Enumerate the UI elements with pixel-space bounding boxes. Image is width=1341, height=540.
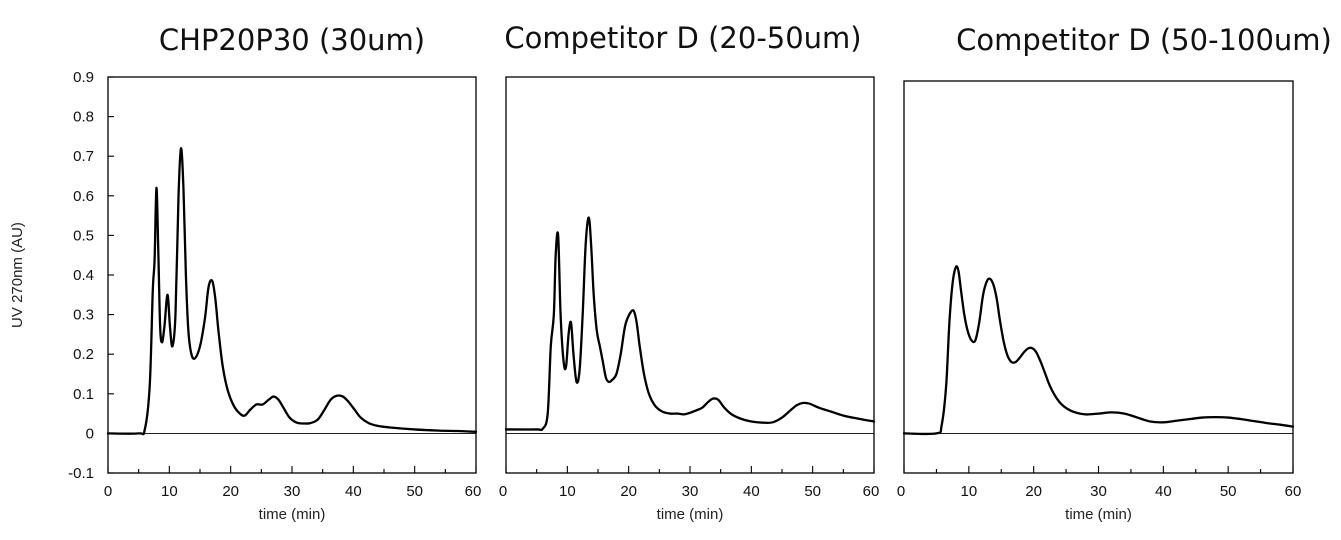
x-tick-label: 20 <box>222 483 239 500</box>
y-tick-label: 0.8 <box>73 109 94 126</box>
x-tick-label: 0 <box>104 483 112 500</box>
x-tick-label: 30 <box>682 483 699 500</box>
y-tick-label: 0.9 <box>73 69 94 86</box>
series-line-uv-trace <box>106 147 478 436</box>
y-tick-label: 0.7 <box>73 148 94 165</box>
x-tick-label: 30 <box>284 483 301 500</box>
y-tick-label: 0.6 <box>73 188 94 205</box>
y-tick-label: 0.2 <box>73 346 94 363</box>
chart-title: Competitor D (50-100um) <box>956 23 1332 57</box>
y-axis-label: UV 270nm (AU) <box>9 222 26 328</box>
x-tick-label: 0 <box>499 483 507 500</box>
y-tick-label: 0.3 <box>73 307 94 324</box>
x-axis-label: time (min) <box>1065 506 1132 523</box>
series-line-uv-trace <box>902 265 1295 436</box>
x-tick-label: 40 <box>345 483 362 500</box>
plot-frame <box>107 76 477 474</box>
y-tick-label: 0.4 <box>73 267 94 284</box>
series-line-uv-trace <box>504 216 876 432</box>
chart-panel-competitor-d-20-50: Competitor D (20-50um) 0 10 20 30 40 50 60 time … <box>499 21 880 523</box>
x-tick-label: 60 <box>863 483 880 500</box>
chart-title: CHP20P30 (30um) <box>159 23 425 57</box>
x-tick-label: 10 <box>161 483 178 500</box>
x-tick-label: 0 <box>897 483 905 500</box>
x-tick-label: 60 <box>465 483 482 500</box>
x-tick-label: 50 <box>1220 483 1237 500</box>
x-tick-label: 30 <box>1090 483 1107 500</box>
y-tick-label: -0.1 <box>68 465 94 482</box>
y-tick-label: 0 <box>86 425 94 442</box>
x-tick-label: 60 <box>1285 483 1302 500</box>
x-tick-label: 10 <box>960 483 977 500</box>
x-tick-label: 40 <box>1155 483 1172 500</box>
x-axis-label: time (min) <box>657 506 724 523</box>
x-tick-label: 20 <box>620 483 637 500</box>
chart-panel-chp20p30: CHP20P30 (30um) 0 10 20 30 40 50 60 time (min) -0… <box>9 23 481 523</box>
x-axis-label: time (min) <box>259 506 326 523</box>
chart-title: Competitor D (20-50um) <box>504 21 861 55</box>
x-tick-label: 50 <box>406 483 423 500</box>
y-tick-label: 0.5 <box>73 227 94 244</box>
y-tick-label: 0.1 <box>73 386 94 403</box>
x-tick-label: 40 <box>743 483 760 500</box>
x-tick-label: 10 <box>559 483 576 500</box>
chart-panel-competitor-d-50-100: Competitor D (50-100um) 0 10 20 30 40 50 60 time… <box>897 23 1332 523</box>
x-tick-label: 50 <box>804 483 821 500</box>
x-tick-label: 20 <box>1025 483 1042 500</box>
